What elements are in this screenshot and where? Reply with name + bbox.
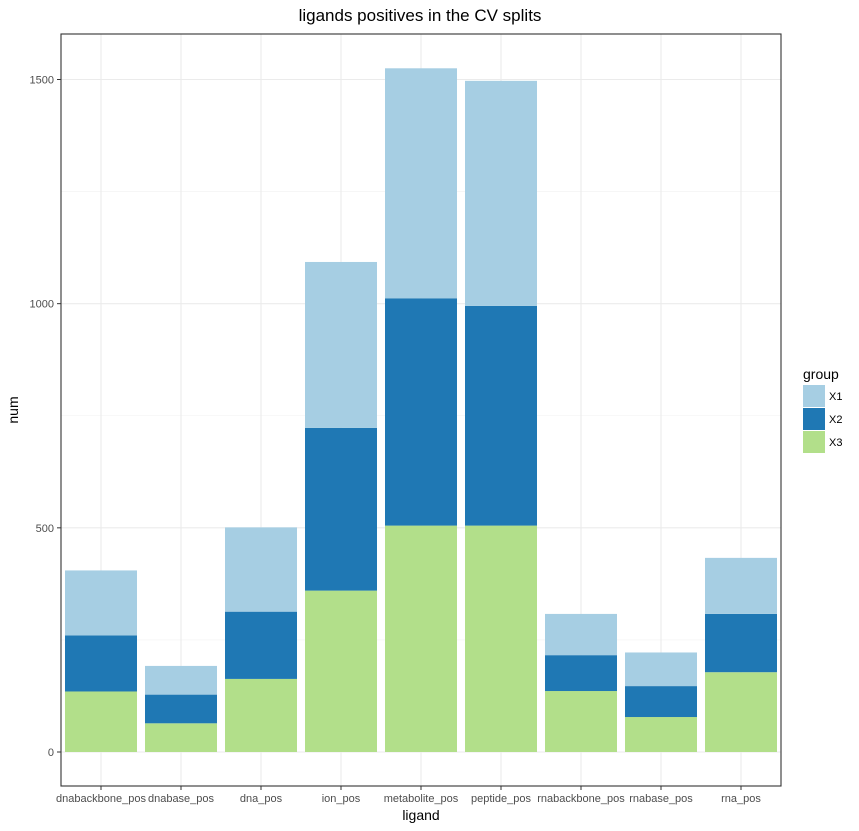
y-tick-label: 1000: [30, 299, 54, 311]
x-tick-label-rna_pos: rna_pos: [721, 793, 761, 805]
bar-x2-ion_pos: [305, 427, 377, 591]
y-tick-label: 0: [48, 747, 54, 759]
bar-x2-rna_pos: [705, 613, 777, 673]
y-axis-title: num: [5, 396, 21, 423]
bar-x2-rnabase_pos: [625, 686, 697, 718]
bar-x1-dna_pos: [225, 527, 297, 612]
x-tick-label-rnabase_pos: rnabase_pos: [629, 793, 693, 805]
legend-label-x1: X1: [829, 391, 842, 403]
bar-x1-rnabase_pos: [625, 652, 697, 687]
bar-x2-dnabackbone_pos: [65, 635, 137, 692]
legend-key-x1: [803, 385, 825, 407]
bar-x3-peptide_pos: [465, 525, 537, 752]
bar-x3-dnabackbone_pos: [65, 691, 137, 752]
x-tick-label-dna_pos: dna_pos: [240, 793, 283, 805]
legend: group X1 X2 X3: [803, 366, 842, 453]
bar-x2-dna_pos: [225, 611, 297, 679]
x-tick-label-ion_pos: ion_pos: [322, 793, 361, 805]
legend-key-x2: [803, 408, 825, 430]
bar-x2-metabolite_pos: [385, 298, 457, 526]
bar-x1-peptide_pos: [465, 80, 537, 306]
bar-x1-dnabase_pos: [145, 665, 217, 695]
bar-x3-rna_pos: [705, 672, 777, 752]
x-tick-label-metabolite_pos: metabolite_pos: [384, 793, 459, 805]
legend-label-x2: X2: [829, 414, 842, 426]
bars: [65, 68, 777, 752]
bar-x3-dna_pos: [225, 678, 297, 752]
bar-x1-metabolite_pos: [385, 68, 457, 299]
bar-x1-dnabackbone_pos: [65, 570, 137, 636]
y-tick-label: 500: [36, 523, 54, 535]
bar-x3-rnabackbone_pos: [545, 691, 617, 752]
x-tick-label-rnabackbone_pos: rnabackbone_pos: [537, 793, 625, 805]
chart-title: ligands positives in the CV splits: [299, 6, 542, 25]
bar-x3-rnabase_pos: [625, 717, 697, 752]
bar-x1-ion_pos: [305, 261, 377, 428]
legend-key-x3: [803, 431, 825, 453]
bar-x3-ion_pos: [305, 590, 377, 752]
x-tick-label-dnabackbone_pos: dnabackbone_pos: [56, 793, 146, 805]
legend-label-x3: X3: [829, 437, 842, 449]
bar-x2-dnabase_pos: [145, 694, 217, 724]
bar-x3-dnabase_pos: [145, 723, 217, 752]
legend-title: group: [803, 366, 839, 382]
x-tick-label-peptide_pos: peptide_pos: [471, 793, 531, 805]
y-tick-label: 1500: [30, 75, 54, 87]
bar-x1-rna_pos: [705, 557, 777, 614]
bar-x2-peptide_pos: [465, 305, 537, 526]
plot-panel: 0 500 1000 1500 dnabackbone_pos dnabase_pos dn…: [30, 33, 782, 805]
x-tick-label-dnabase_pos: dnabase_pos: [148, 793, 215, 805]
bar-x3-metabolite_pos: [385, 525, 457, 752]
bar-x1-rnabackbone_pos: [545, 613, 617, 656]
bar-x2-rnabackbone_pos: [545, 655, 617, 692]
x-axis-title: ligand: [402, 807, 439, 823]
